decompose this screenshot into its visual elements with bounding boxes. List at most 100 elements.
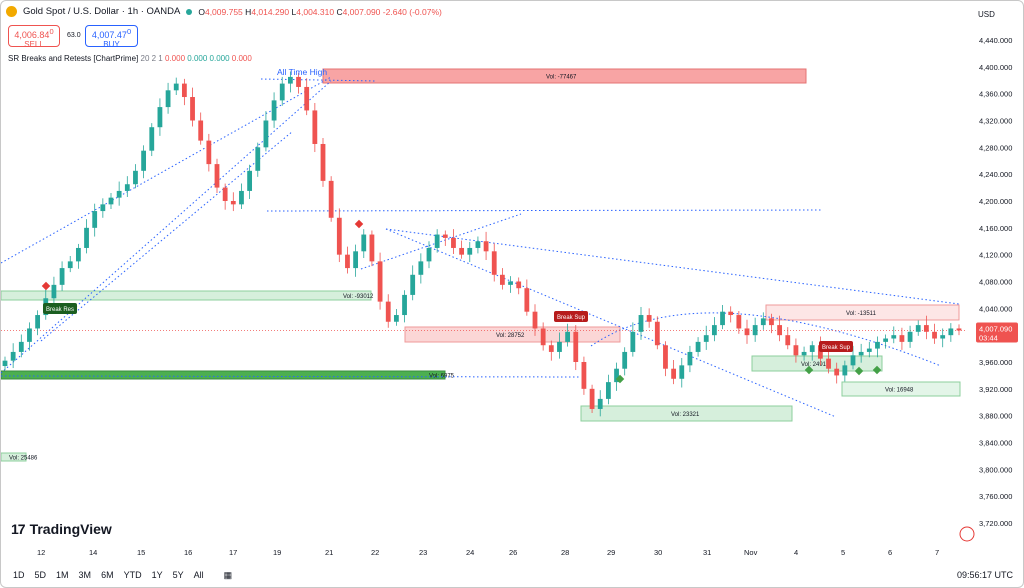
range-ytd[interactable]: YTD: [123, 570, 142, 580]
time-tick: 5: [841, 548, 845, 557]
support-zone-left: [1, 290, 372, 301]
range-3m[interactable]: 3M: [78, 570, 92, 580]
candle: [353, 244, 359, 277]
support-zone-right-label: Vol: 2491: [801, 362, 827, 368]
candle: [304, 78, 310, 116]
candle: [956, 324, 962, 336]
ohlc-readout: O4,009.755 H4,014.290 L4,004.310 C4,007.…: [198, 6, 442, 17]
candle: [752, 317, 758, 342]
candle: [222, 183, 228, 210]
candle: [418, 253, 424, 284]
support-line: [1, 375, 582, 378]
candle: [891, 326, 897, 344]
candle: [255, 142, 261, 177]
candle: [451, 229, 456, 254]
resistance-zone-top-label: Vol: -77467: [546, 75, 577, 81]
chart-header: Gold Spot / U.S. Dollar · 1h · OANDA O4,…: [6, 6, 442, 17]
candle: [589, 384, 595, 413]
time-tick: 14: [89, 548, 97, 557]
sell-button[interactable]: 4,006.840 SELL: [8, 25, 60, 49]
price-tick: 4,280.000: [979, 143, 1012, 152]
candle: [116, 181, 122, 206]
calendar-icon[interactable]: ▦: [223, 570, 233, 580]
candle: [35, 310, 41, 336]
symbol-title[interactable]: Gold Spot / U.S. Dollar · 1h · OANDA: [23, 6, 181, 17]
arc-line: [590, 312, 942, 367]
time-tick: 19: [273, 548, 281, 557]
candle: [581, 356, 587, 395]
candle: [75, 243, 81, 269]
candle: [385, 294, 391, 328]
price-tick: 4,240.000: [979, 170, 1012, 179]
candle: [646, 308, 652, 328]
price-tick: 3,800.000: [979, 465, 1012, 474]
range-all[interactable]: All: [193, 570, 204, 580]
candle: [760, 312, 766, 330]
candle: [18, 334, 24, 358]
candle: [149, 123, 155, 157]
candle: [467, 241, 473, 263]
range-1d[interactable]: 1D: [13, 570, 25, 580]
candle: [133, 164, 138, 189]
candle: [524, 279, 530, 316]
trendline-upper: [1, 76, 332, 264]
range-5d[interactable]: 5D: [34, 570, 47, 580]
range-1m[interactable]: 1M: [56, 570, 69, 580]
price-tick: 3,840.000: [979, 439, 1012, 448]
candle: [336, 208, 342, 263]
candle: [434, 229, 440, 253]
candle: [100, 198, 106, 218]
break-res-tag-label: Break Res: [46, 307, 74, 313]
resistance-zone-mid-label: Vol: 28752: [496, 333, 525, 339]
candle: [508, 276, 513, 293]
utc-clock[interactable]: 09:56:17 UTC: [956, 570, 1013, 580]
break-res-tag: [43, 303, 77, 314]
candle: [834, 362, 840, 384]
time-tick: 22: [371, 548, 379, 557]
candle: [239, 183, 244, 210]
candle: [377, 252, 383, 310]
candle: [907, 325, 913, 348]
time-tick: 30: [654, 548, 662, 557]
support-zone-green: [1, 370, 446, 380]
settings-icon: [959, 526, 975, 542]
candle: [671, 359, 677, 385]
candle: [940, 328, 946, 348]
tradingview-mark-icon: 17: [11, 521, 26, 537]
market-open-dot-icon: [186, 8, 193, 15]
time-tick: 31: [703, 548, 711, 557]
countdown-value: 03:44: [979, 333, 998, 342]
price-tick: 3,760.000: [979, 492, 1012, 501]
candle: [263, 111, 269, 152]
price-tick: 4,360.000: [979, 90, 1012, 99]
candle: [540, 322, 546, 351]
indicator-legend[interactable]: SR Breaks and Retests [ChartPrime] 20 2 …: [8, 54, 252, 63]
candle: [328, 176, 334, 222]
candle: [883, 334, 889, 349]
candle: [777, 315, 783, 342]
candle: [809, 341, 815, 361]
diamond-marker: [615, 374, 625, 384]
currency-label[interactable]: USD: [978, 10, 995, 19]
candle: [736, 311, 742, 334]
range-buttons: 1D 5D 1M 3M 6M YTD 1Y 5Y All ▦: [13, 570, 232, 581]
candle: [27, 322, 32, 351]
spread-value: 63.0: [67, 32, 81, 39]
support-zone-bottom: [580, 405, 793, 422]
candle: [866, 341, 872, 358]
tradingview-logo[interactable]: 17 TradingView: [11, 521, 112, 537]
candle: [548, 340, 554, 361]
range-6m[interactable]: 6M: [101, 570, 114, 580]
range-5y[interactable]: 5Y: [172, 570, 184, 580]
buy-button[interactable]: 4,007.470 BUY: [85, 25, 138, 49]
candle: [124, 176, 130, 197]
candle: [597, 390, 603, 417]
candle: [654, 316, 660, 350]
candle: [573, 325, 579, 371]
candle: [491, 243, 497, 282]
range-1y[interactable]: 1Y: [151, 570, 163, 580]
support-zone-bottom-label: Vol: 23321: [671, 412, 700, 418]
candle: [369, 230, 375, 267]
